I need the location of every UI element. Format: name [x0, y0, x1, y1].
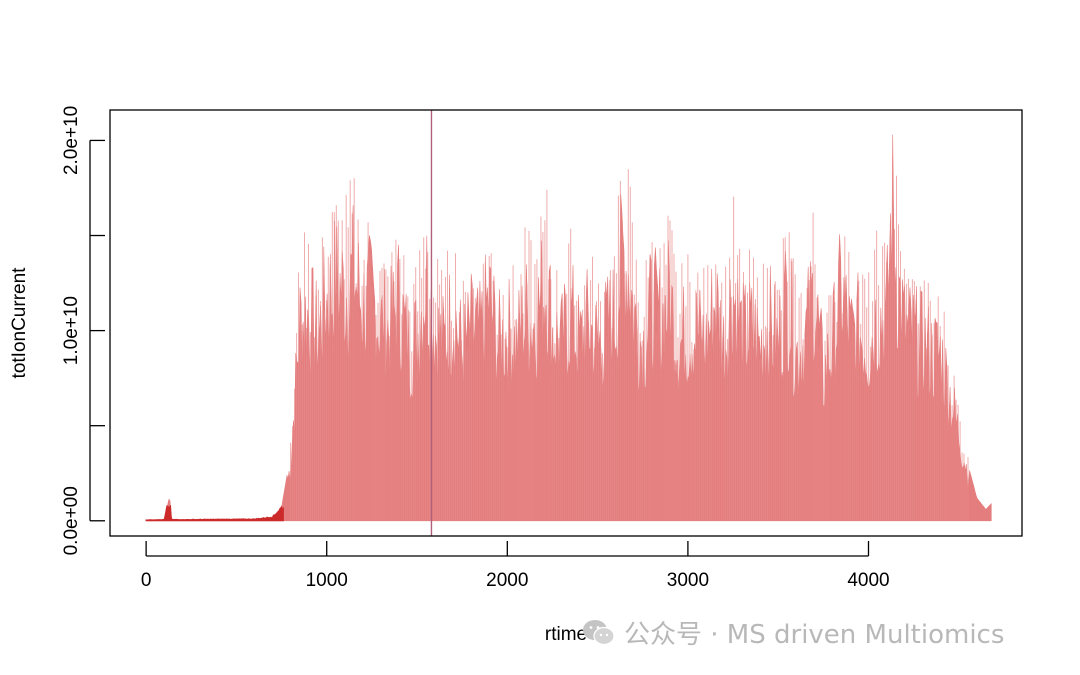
watermark: 公众号 · MS driven Multiomics — [582, 614, 1004, 651]
x-axis: 0 1000 2000 3000 4000 — [141, 541, 890, 591]
x-tick-label: 1000 — [306, 570, 348, 591]
y-tick-label: 1.0e+10 — [61, 296, 82, 365]
plot-area — [145, 110, 992, 536]
x-tick-label: 4000 — [847, 570, 889, 591]
watermark-text: 公众号 · MS driven Multiomics — [624, 620, 1005, 650]
tic-baseline-series — [145, 505, 284, 522]
tic-area-series — [145, 134, 992, 522]
x-tick-label: 3000 — [667, 570, 709, 591]
y-tick-label: 0.0e+00 — [61, 486, 82, 555]
tic-spikes — [290, 157, 969, 521]
x-tick-label: 2000 — [486, 570, 528, 591]
x-tick-label: 0 — [141, 570, 152, 591]
y-axis-title: totIonCurrent — [9, 267, 30, 379]
y-tick-label: 2.0e+10 — [61, 106, 82, 175]
y-axis: 0.0e+00 1.0e+10 2.0e+10 — [61, 106, 105, 555]
plot-frame — [109, 109, 1023, 537]
wechat-icon — [583, 619, 615, 645]
x-axis-title: rtime — [545, 624, 587, 645]
